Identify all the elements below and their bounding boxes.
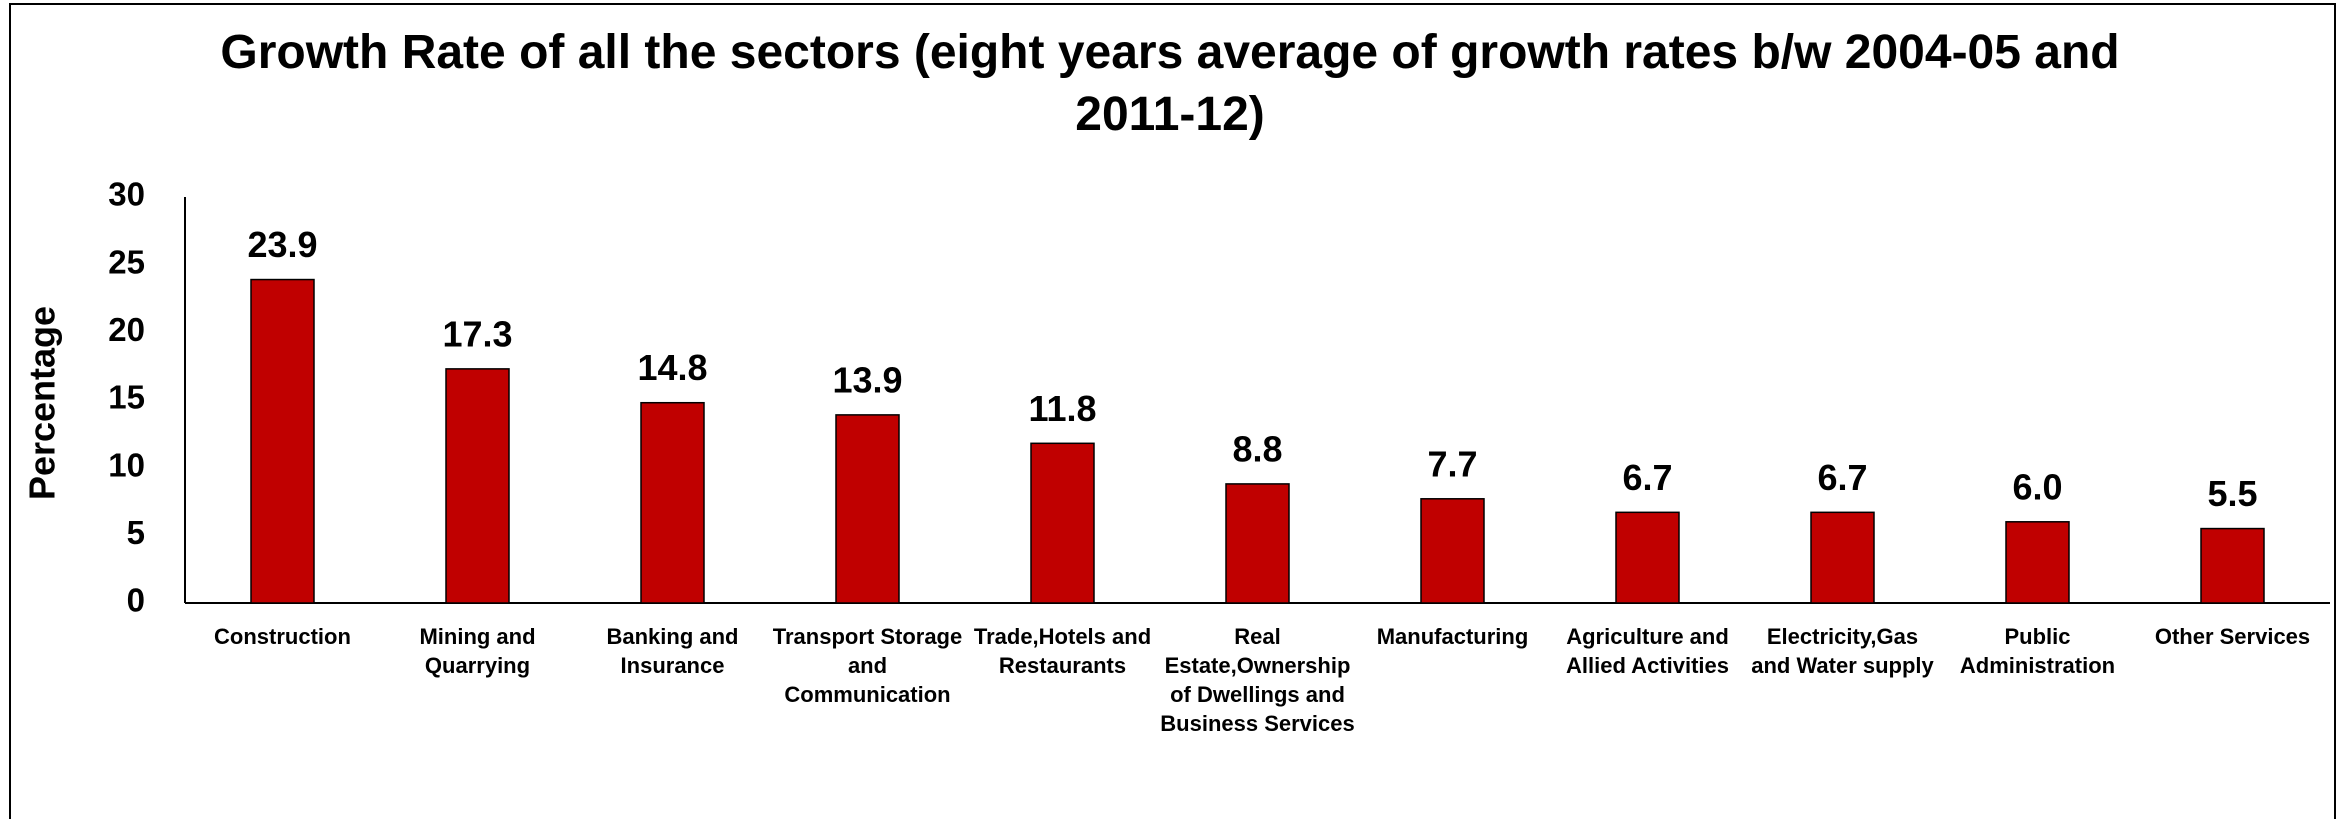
bar (640, 401, 705, 604)
data-label: 6.7 (1622, 457, 1672, 498)
bar (1225, 483, 1290, 604)
x-tick-label: Real Estate,Ownership of Dwellings and B… (1160, 624, 1355, 736)
x-tick-label: Mining and Quarrying (419, 624, 536, 678)
chart-title: Growth Rate of all the sectors (eight ye… (220, 26, 2120, 141)
x-tick-label: Public Administration (1959, 624, 2116, 678)
data-label: 7.7 (1427, 443, 1477, 484)
y-tick-label: 30 (108, 176, 145, 213)
bar (835, 414, 900, 604)
data-label: 6.0 (2012, 466, 2062, 507)
data-label: 11.8 (1028, 388, 1096, 429)
data-label: 6.7 (1817, 457, 1867, 498)
data-label: 17.3 (442, 313, 512, 354)
x-tick-label: Agriculture and Allied Activities (1565, 624, 1729, 678)
x-tick-label: Banking and Insurance (606, 624, 739, 678)
x-tick-label: Other Services (2154, 624, 2311, 649)
bar (250, 278, 315, 604)
y-axis-title: Percentage (22, 306, 63, 500)
data-label: 5.5 (2207, 473, 2257, 514)
y-tick-label: 0 (127, 582, 145, 619)
y-tick-label: 15 (108, 379, 145, 416)
x-tick-label: Construction (214, 624, 351, 649)
data-label: 8.8 (1232, 428, 1282, 469)
frame-border (9, 3, 2336, 819)
data-label: 23.9 (247, 224, 317, 265)
bar (1420, 498, 1485, 604)
y-tick-label: 25 (108, 243, 145, 280)
x-tick-label: Transport Storage and Communication (772, 624, 963, 707)
bar (1615, 511, 1680, 604)
bar (1810, 511, 1875, 604)
x-tick-label: Manufacturing (1376, 624, 1529, 649)
data-label: 14.8 (637, 347, 707, 388)
y-tick-label: 20 (108, 311, 145, 348)
bar (1030, 442, 1095, 604)
data-label: 13.9 (832, 359, 902, 400)
bar (2200, 527, 2265, 604)
y-tick-label: 10 (108, 446, 145, 483)
bar (445, 368, 510, 604)
bar (2005, 521, 2070, 604)
x-tick-label: Electricity,Gas and Water supply (1751, 624, 1934, 678)
y-tick-label: 5 (127, 514, 145, 551)
x-tick-label: Trade,Hotels and Restaurants (973, 624, 1152, 678)
